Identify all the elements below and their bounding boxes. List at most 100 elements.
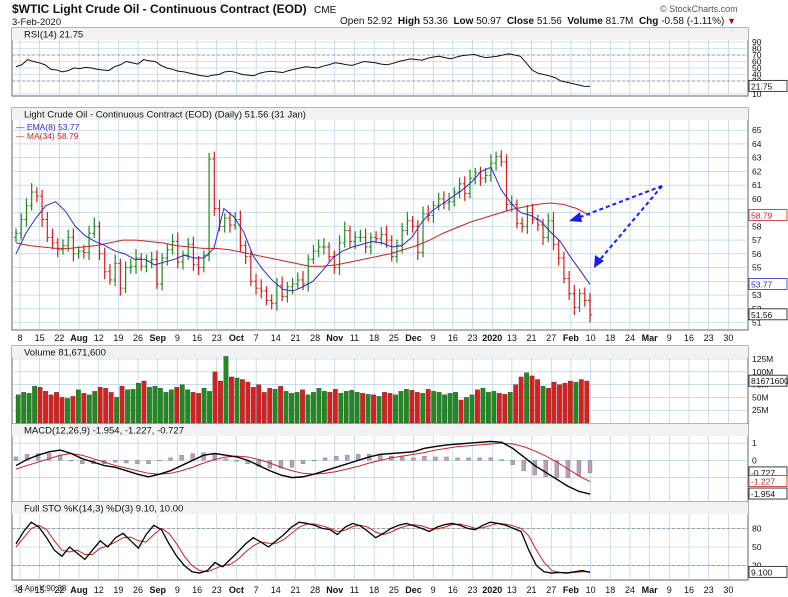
y-tick-label: 80 [752, 44, 762, 54]
x-tick-label: 28 [310, 333, 320, 343]
x-tick-label: 25 [389, 585, 399, 595]
x-tick-label: 30 [723, 333, 733, 343]
macd-histogram-bar [543, 460, 548, 477]
volume-bar [147, 387, 152, 424]
volume-bar [65, 398, 70, 424]
x-tick-label: Feb [563, 585, 580, 595]
volume-bar [403, 389, 409, 424]
x-tick-label: 15 [35, 585, 45, 595]
x-tick-label: Mar [642, 333, 659, 343]
y-tick-label: 51 [752, 318, 762, 328]
volume-bar [431, 391, 437, 424]
macd-histogram-bar [444, 456, 449, 461]
macd-histogram-bar [146, 460, 151, 464]
volume-bar [201, 388, 207, 424]
volume-bar [360, 393, 366, 424]
x-tick-label: 9 [667, 585, 672, 595]
macd-histogram-bar [80, 460, 85, 464]
x-tick-label: 16 [448, 333, 458, 343]
volume-bar [518, 376, 524, 424]
x-tick-label: 27 [546, 585, 556, 595]
volume-bar [409, 390, 415, 424]
x-tick-label: 23 [468, 585, 478, 595]
volume-bar [546, 388, 551, 424]
x-tick-label: 21 [527, 585, 537, 595]
macd-histogram-bar [124, 460, 129, 464]
annotation-arrowhead-1 [569, 212, 582, 222]
ma-last-label: 58.79 [751, 211, 773, 221]
volume-bar [21, 392, 27, 424]
ma-last-label-box [748, 209, 788, 221]
y-tick-label: 53 [752, 290, 762, 300]
dropdown-icon[interactable]: ▼ [727, 16, 737, 26]
volume-bar [513, 384, 519, 424]
volume-bar [283, 391, 289, 424]
macd-histogram-bar [322, 457, 328, 461]
macd-signal-label-box [748, 475, 788, 487]
macd-histogram-bar [532, 460, 537, 476]
volume-bar [535, 379, 540, 424]
x-tick-label: 13 [507, 585, 517, 595]
volume-bar [15, 394, 21, 424]
volume-bar [81, 393, 87, 424]
macd-histogram-bar [499, 459, 504, 461]
high-value: 53.36 [422, 16, 448, 27]
x-tick-label: Nov [326, 333, 343, 343]
legend-ma: — MA(34) 58.79 [16, 131, 79, 141]
volume-bar [97, 387, 103, 424]
volume-bar [234, 377, 240, 424]
y-tick-label: 80 [752, 523, 762, 533]
macd-histogram-bar [400, 456, 405, 461]
volume-bar [103, 388, 109, 424]
volume-bar [163, 392, 169, 424]
volume-bar [207, 391, 212, 424]
y-tick-label: 90 [752, 37, 762, 47]
x-tick-label: 9 [175, 585, 180, 595]
crosshair-readout: 14 Apr Y:90.38 [12, 584, 69, 593]
macd-histogram-bar [521, 460, 526, 471]
volume-bar [311, 392, 316, 424]
x-tick-label: Dec [405, 585, 422, 595]
volume-bar [141, 380, 147, 424]
y-tick-label: 50 [752, 542, 762, 552]
volume-bar [119, 385, 125, 424]
volume-bar [507, 392, 513, 424]
macd-histogram-bar [256, 460, 261, 467]
volume-bar [92, 391, 98, 424]
volume-bar [480, 388, 486, 424]
instrument-name: Light Crude Oil - Continuous Contract (E… [52, 2, 307, 16]
volume-bar [354, 392, 360, 424]
x-tick-label: Sep [149, 585, 166, 595]
x-tick-label: 16 [192, 585, 202, 595]
x-tick-label: 11 [350, 333, 359, 343]
symbol[interactable]: $WTIC [12, 2, 50, 16]
macd-histogram-bar [422, 455, 427, 461]
volume-bar [250, 387, 256, 424]
macd-histogram-bar [212, 454, 217, 461]
volume-bar [393, 394, 398, 424]
x-tick-label: Dec [405, 333, 422, 343]
close-last-label: 51.56 [751, 310, 773, 320]
volume-bar [453, 392, 458, 424]
x-tick-label: 21 [290, 333, 300, 343]
x-tick-label: 7 [254, 333, 259, 343]
volume-bar [43, 391, 48, 424]
x-tick-label: 18 [369, 333, 379, 343]
x-tick-label: 22 [54, 585, 64, 595]
y-tick-label: 70 [752, 50, 762, 60]
macd-histogram-bar [24, 454, 30, 461]
volume-bar [540, 385, 546, 424]
rsi-last-label-box [748, 79, 788, 92]
x-tick-label: 26 [133, 585, 143, 595]
volume-bar [179, 384, 185, 424]
x-tick-label: 9 [175, 333, 180, 343]
x-tick-label: 19 [113, 333, 123, 343]
y-tick-label: 0 [752, 455, 757, 465]
volume-bar [157, 388, 163, 424]
macd-histogram-bar [333, 455, 339, 461]
volume-value: 81.7M [605, 16, 634, 27]
panel-title-strip-price [12, 108, 748, 120]
volume-bar [190, 392, 196, 424]
volume-bar [218, 380, 223, 424]
